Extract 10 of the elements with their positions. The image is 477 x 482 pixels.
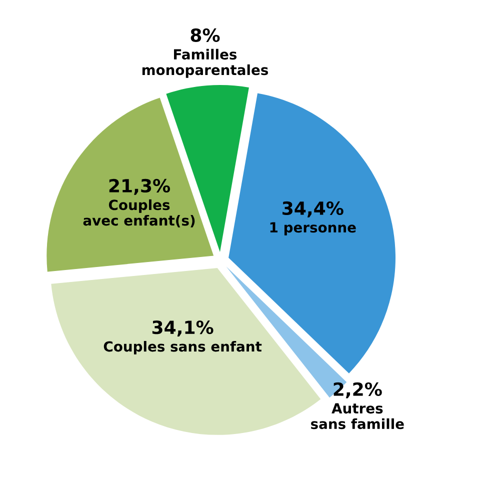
slice-label: 1 personne (270, 222, 356, 236)
data-label: 21,3% (109, 178, 170, 195)
data-label: 2,2% (334, 382, 382, 398)
data-label: 34,1% (152, 320, 214, 336)
data-label: 8% (190, 28, 220, 42)
slice-label: Couples sans enfant (104, 340, 262, 354)
slice-label: Autres sans famille (311, 403, 404, 430)
data-label: 34,4% (282, 201, 344, 218)
slice-label: Couples avec enfant(s) (83, 199, 195, 228)
slice-label: Familles monoparentales (142, 48, 268, 78)
